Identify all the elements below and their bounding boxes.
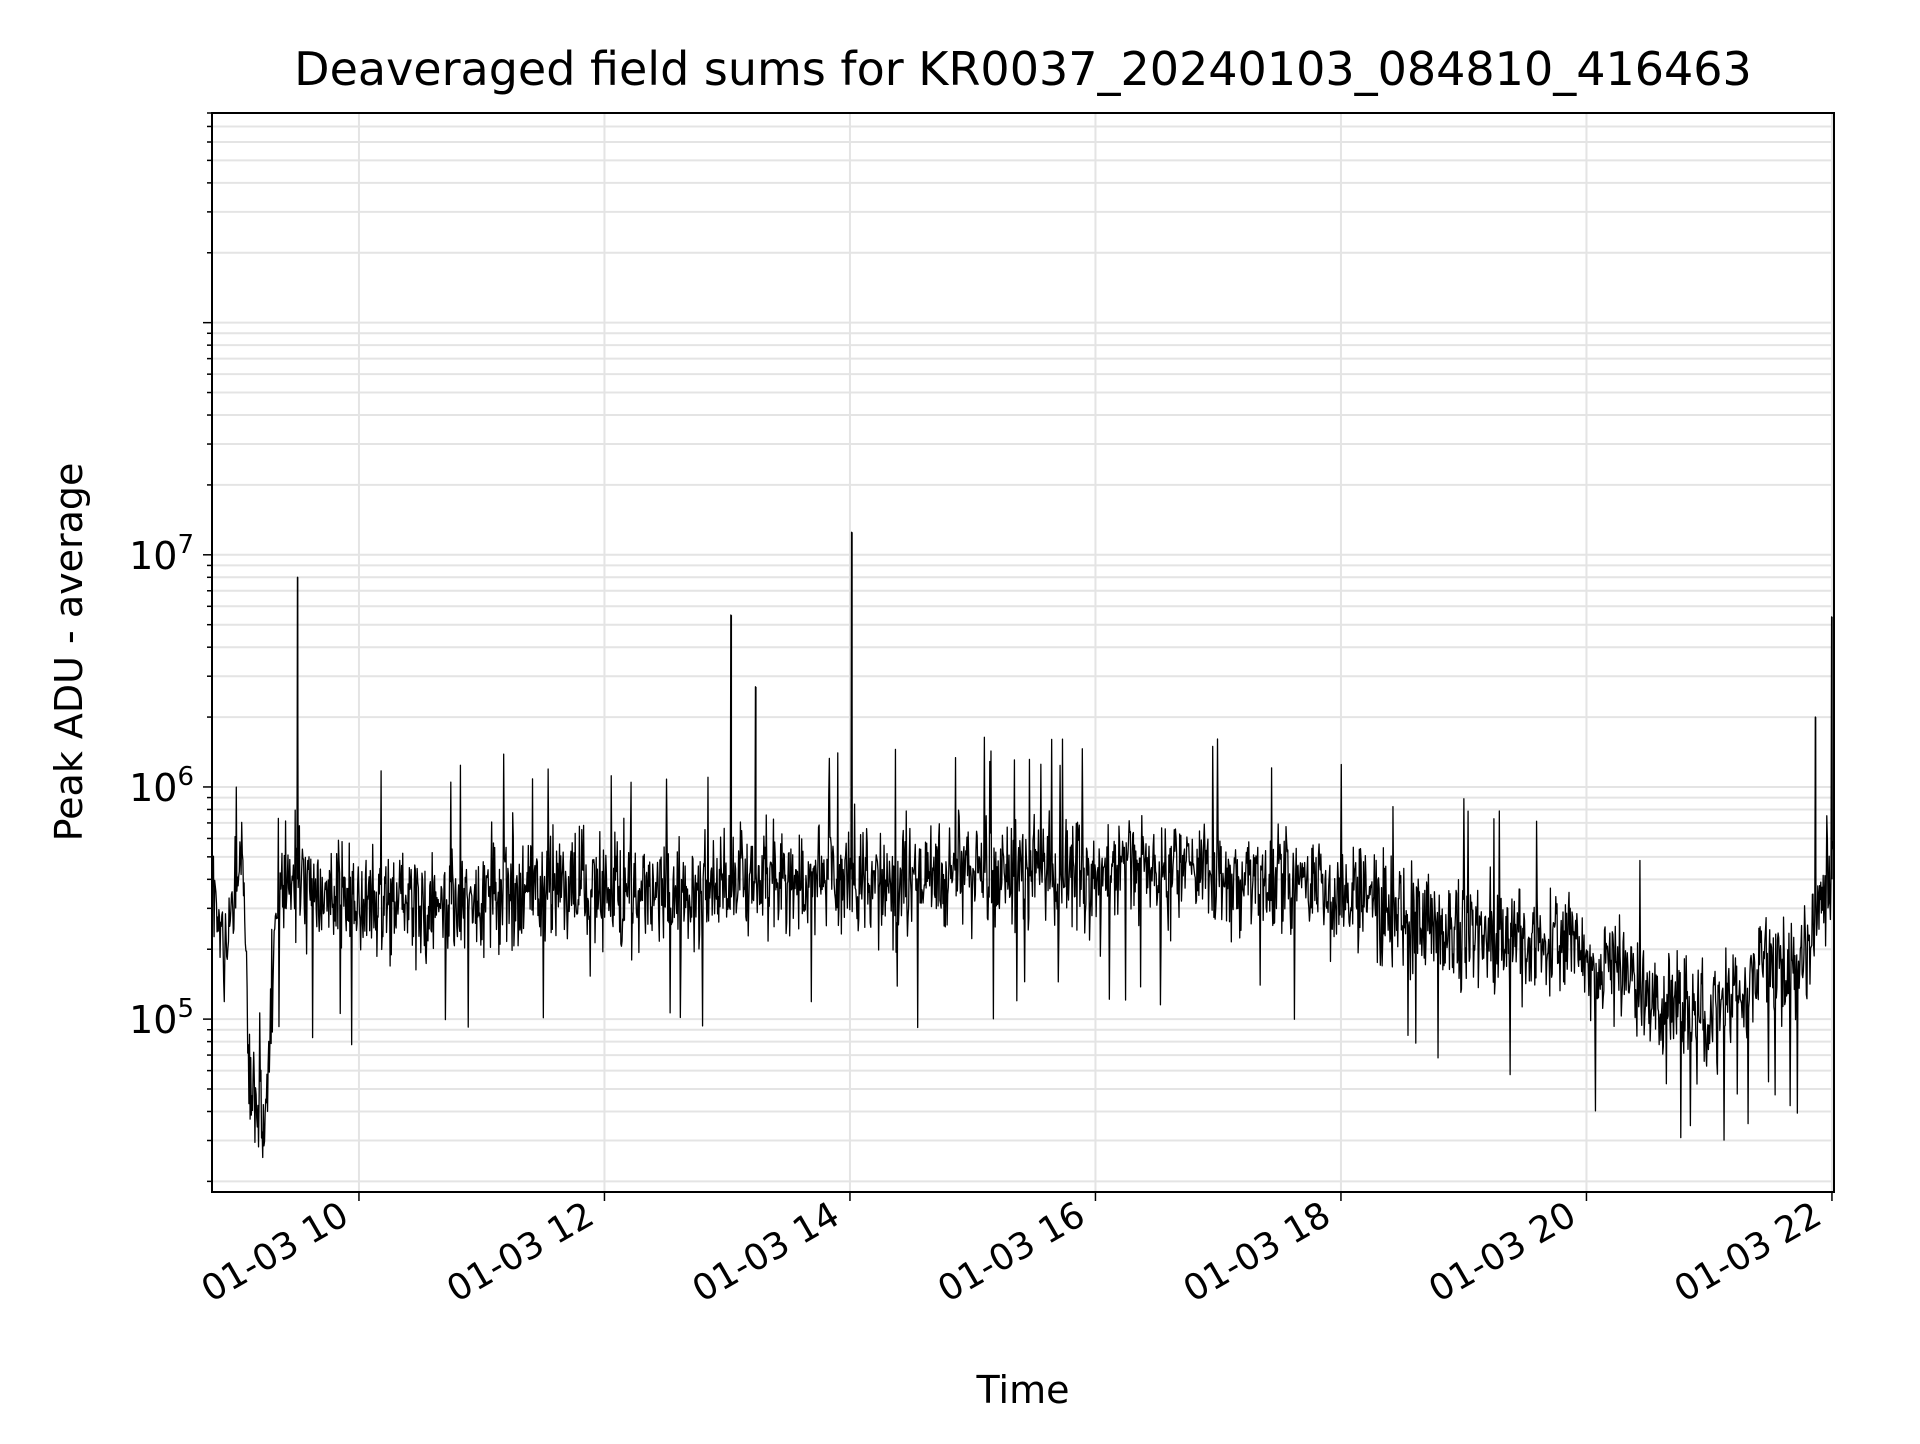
series-line [211,531,1835,1159]
y-tick-exponent: 6 [177,762,194,792]
y-tick-label: 107 [129,530,194,578]
x-axis-label: Time [976,1368,1070,1412]
series-layer [211,531,1835,1159]
y-tick-base: 10 [129,766,177,810]
y-tick-exponent: 5 [177,994,194,1024]
y-tick-base: 10 [129,998,177,1042]
y-tick-base: 10 [129,534,177,578]
chart-title: Deaveraged field sums for KR0037_2024010… [294,42,1752,96]
y-tick-exponent: 7 [177,530,194,560]
y-axis-label: Peak ADU - average [47,463,91,842]
plot-frame [211,112,1835,1193]
y-tick-label: 105 [129,994,194,1042]
y-tick-label: 106 [129,762,194,810]
